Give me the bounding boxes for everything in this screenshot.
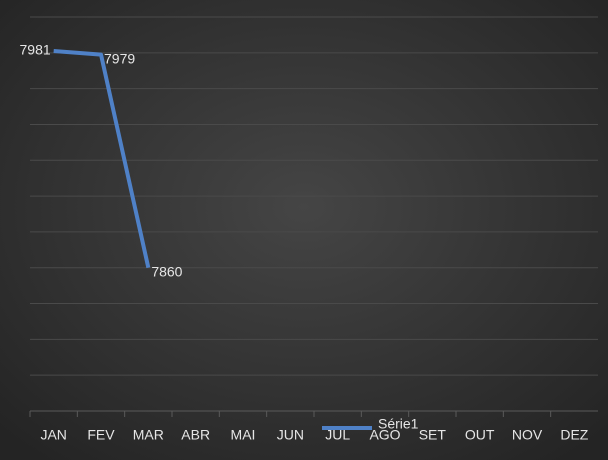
series-line — [53, 49, 151, 269]
legend-label: Série1 — [378, 416, 419, 432]
x-tick-label: JUN — [277, 427, 304, 443]
x-tick-label: JAN — [40, 427, 66, 443]
x-tick-label: MAI — [231, 427, 256, 443]
data-label: 7860 — [151, 263, 182, 279]
x-tick-label: FEV — [87, 427, 115, 443]
data-label: 7981 — [20, 42, 51, 58]
x-tick-label: JUL — [325, 427, 350, 443]
x-tick-label: AGO — [369, 427, 400, 443]
x-tick-label: ABR — [181, 427, 210, 443]
x-tick-label: SET — [419, 427, 447, 443]
x-tick-label: MAR — [133, 427, 164, 443]
data-label: 7979 — [104, 50, 135, 66]
x-tick-label: NOV — [512, 427, 543, 443]
x-tick-label: OUT — [465, 427, 495, 443]
x-tick-label: DEZ — [560, 427, 588, 443]
